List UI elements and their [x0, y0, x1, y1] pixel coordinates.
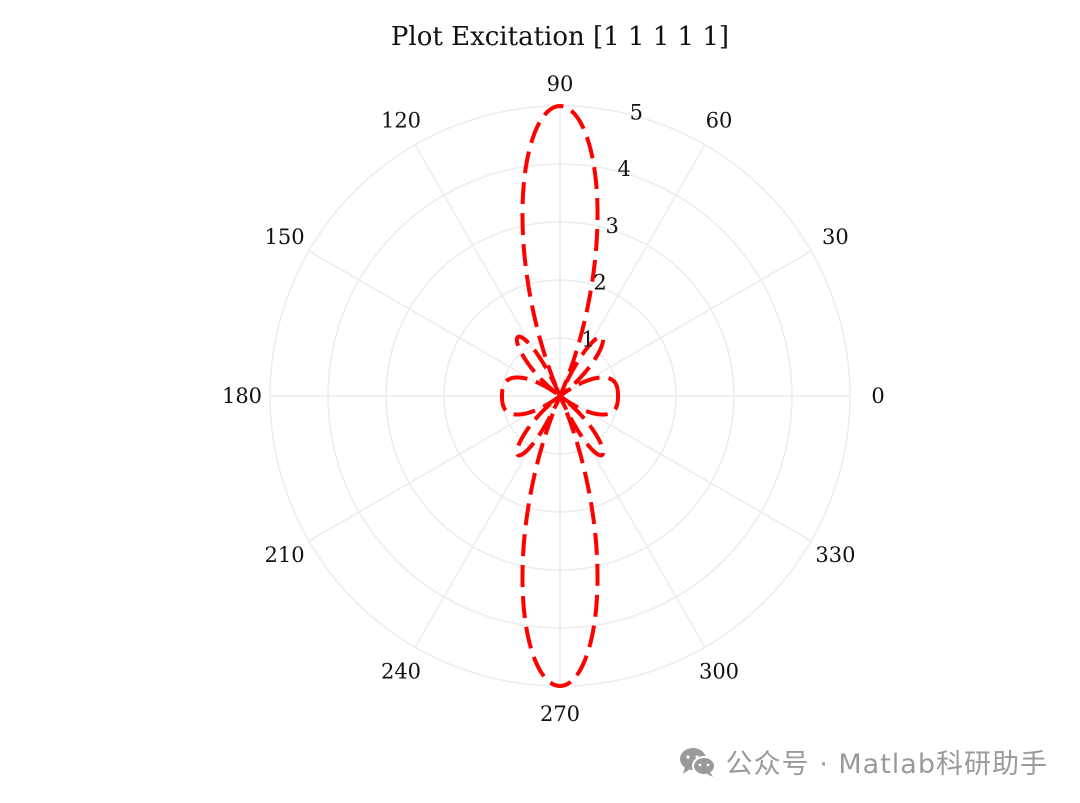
- radial-label-3: 3: [606, 214, 619, 238]
- angle-label-0: 0: [871, 384, 884, 408]
- angle-label-30: 30: [822, 225, 849, 249]
- watermark-text: 公众号 · Matlab科研助手: [725, 749, 1048, 780]
- radial-label-1: 1: [581, 327, 594, 351]
- angle-label-240: 240: [381, 659, 421, 683]
- grid-spoke-60: [559, 144, 706, 397]
- angle-label-150: 150: [265, 225, 305, 249]
- angle-label-270: 270: [540, 702, 580, 726]
- grid-spoke-330: [559, 395, 812, 542]
- angle-label-330: 330: [815, 543, 855, 567]
- grid-spoke-30: [559, 250, 812, 397]
- series-line: [500, 104, 620, 688]
- radial-label-4: 4: [618, 157, 631, 181]
- angle-label-60: 60: [706, 109, 733, 133]
- series-layer: [500, 104, 620, 688]
- angle-label-120: 120: [381, 109, 421, 133]
- label-layer: 0 30 60 90 120 150 180 210 240 270 300 330 1 2 3 4 5: [222, 72, 885, 726]
- wechat-icon: [679, 747, 716, 777]
- watermark: 公众号 · Matlab科研助手: [678, 742, 1048, 781]
- chart-title: Plot Excitation [1 1 1 1 1]: [390, 22, 730, 52]
- grid-spoke-300: [559, 395, 706, 648]
- grid-spoke-240: [414, 395, 561, 648]
- grid-spoke-150: [308, 250, 561, 397]
- angle-label-90: 90: [547, 72, 574, 96]
- angle-label-210: 210: [265, 543, 305, 567]
- radial-label-2: 2: [593, 271, 606, 295]
- angle-label-300: 300: [699, 659, 739, 683]
- radial-label-5: 5: [630, 100, 643, 124]
- grid-spoke-210: [308, 395, 561, 542]
- angle-label-180: 180: [222, 384, 262, 408]
